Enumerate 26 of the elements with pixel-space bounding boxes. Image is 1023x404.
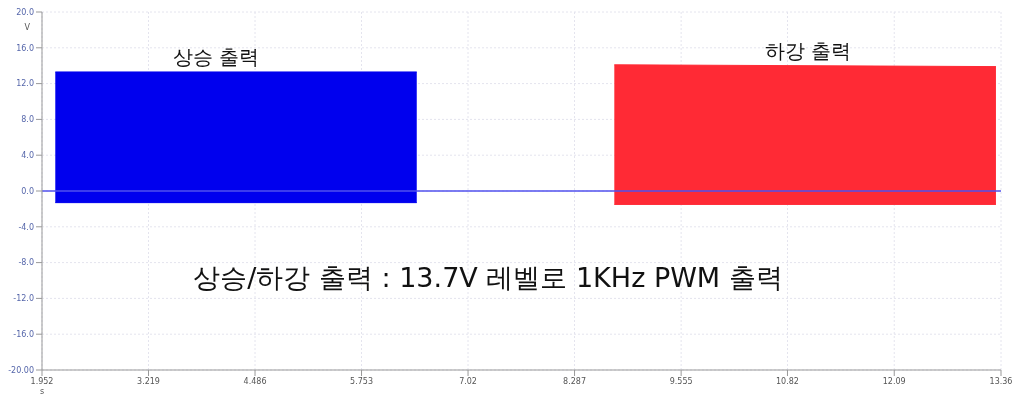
y-tick-label: 0.0 — [21, 186, 34, 196]
annotation: 상승/하강 출력 : 13.7V 레벨로 1KHz PWM 출력 — [193, 262, 783, 293]
y-axis-title: V — [24, 22, 31, 32]
x-tick-label: 3.219 — [137, 376, 160, 386]
y-tick-label: -8.0 — [18, 258, 34, 268]
y-tick-label: 16.0 — [16, 43, 34, 53]
x-tick-label: 4.486 — [243, 376, 267, 386]
y-tick-label: 20.0 — [16, 7, 34, 17]
x-tick-label: 5.753 — [350, 376, 373, 386]
x-tick-label: 12.09 — [882, 376, 906, 386]
y-tick-label: -4.0 — [18, 222, 34, 232]
x-axis-title: s — [40, 387, 45, 396]
y-tick-label: -20.00 — [8, 365, 34, 375]
x-tick-label: 13.36 — [989, 376, 1013, 386]
x-tick-label: 1.952 — [30, 376, 54, 386]
x-tick-label: 9.555 — [669, 376, 693, 386]
x-tick-label: 8.287 — [563, 376, 586, 386]
annotation: 하강 출력 — [765, 38, 852, 65]
y-tick-label: 12.0 — [16, 79, 34, 89]
x-tick-label: 7.02 — [459, 376, 477, 386]
y-tick-label: -12.0 — [13, 294, 34, 304]
x-tick-label: 10.82 — [776, 376, 799, 386]
y-tick-label: -16.0 — [13, 330, 34, 340]
y-tick-label: 4.0 — [21, 151, 34, 161]
y-tick-label: 8.0 — [21, 115, 34, 125]
annotation: 상승 출력 — [173, 44, 260, 71]
